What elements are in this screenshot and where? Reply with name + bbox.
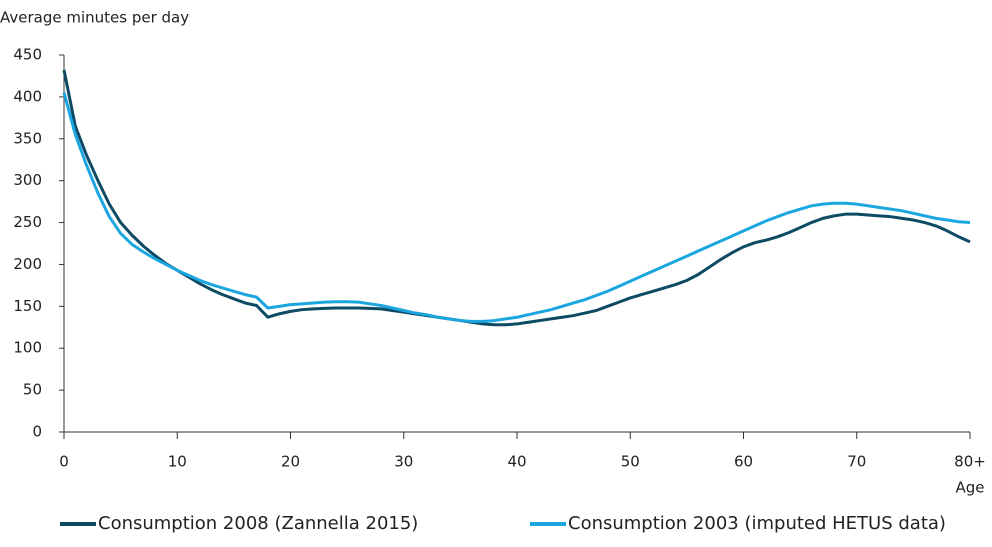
y-tick-label: 400 [13, 87, 42, 105]
y-tick-label: 200 [13, 255, 42, 273]
legend: Consumption 2008 (Zannella 2015) Consumpt… [60, 513, 946, 534]
y-axis-label: Average minutes per day [0, 9, 189, 27]
x-tick-label: 0 [59, 453, 69, 471]
legend-label: Consumption 2003 (imputed HETUS data) [568, 513, 946, 534]
x-tick-label: 80+ [954, 453, 986, 471]
x-axis-label: Age [955, 479, 984, 497]
x-tick-label: 10 [168, 453, 187, 471]
x-tick-label: 20 [281, 453, 300, 471]
x-tick-label: 70 [847, 453, 866, 471]
legend-label: Consumption 2008 (Zannella 2015) [98, 513, 418, 534]
y-tick-label: 100 [13, 339, 42, 357]
y-tick-label: 300 [13, 171, 42, 189]
y-tick-label: 250 [13, 213, 42, 231]
x-tick-label: 60 [734, 453, 753, 471]
series-line [62, 69, 971, 327]
y-tick-label: 150 [13, 297, 42, 315]
x-tick-label: 50 [621, 453, 640, 471]
y-tick-label: 350 [13, 129, 42, 147]
x-tick-label: 40 [507, 453, 526, 471]
y-tick-label: 0 [32, 423, 42, 441]
y-tick-label: 50 [23, 381, 42, 399]
x-tick-label: 30 [394, 453, 413, 471]
series-line [62, 92, 971, 323]
y-tick-label: 450 [13, 46, 42, 64]
